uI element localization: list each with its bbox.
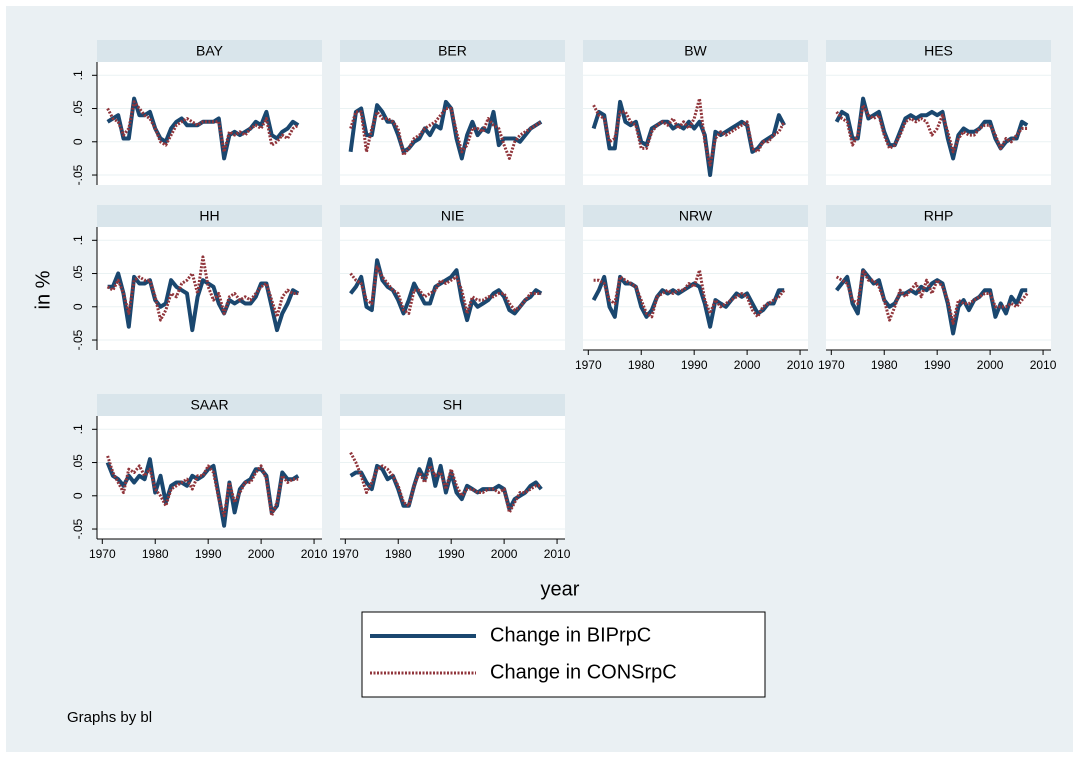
x-tick-label: 1970: [89, 547, 116, 561]
x-tick-label: 1980: [871, 358, 898, 372]
panel-title: BAY: [196, 43, 224, 59]
legend-label: Change in CONSrpC: [490, 661, 677, 683]
series-line: [349, 265, 542, 315]
x-tick-label: 1980: [385, 547, 412, 561]
series-line: [106, 100, 299, 154]
series-line: [591, 99, 786, 177]
x-tick-label: 1990: [924, 358, 951, 372]
x-tick-label: 1970: [332, 547, 359, 561]
panel-strip: [97, 205, 322, 227]
series-line: [106, 455, 299, 518]
panel-strip: [97, 40, 322, 62]
y-tick-label: -.05: [71, 164, 85, 185]
x-tick-label: 2000: [491, 547, 518, 561]
y-tick-label: 0: [71, 492, 85, 499]
y-tick-label: -.05: [71, 329, 85, 350]
panel-title: NIE: [441, 208, 464, 224]
panel-title: RHP: [924, 208, 954, 224]
panel-strip: [340, 40, 565, 62]
x-tick-label: 2010: [544, 547, 571, 561]
x-tick-label: 1990: [681, 358, 708, 372]
panel-title: NRW: [679, 208, 713, 224]
x-tick-label: 2010: [1030, 358, 1057, 372]
panel-strip: [340, 205, 565, 227]
x-tick-label: 1980: [142, 547, 169, 561]
series-line: [349, 451, 542, 514]
y-tick-label: 0: [71, 138, 85, 145]
series-line: [835, 103, 1028, 154]
y-tick-label: .1: [71, 70, 85, 80]
x-axis-label: year: [541, 578, 580, 600]
x-tick-label: 1990: [438, 547, 465, 561]
panel-strip: [583, 40, 808, 62]
y-tick-label: -.05: [71, 518, 85, 539]
x-tick-label: 1970: [575, 358, 602, 372]
legend-box: [361, 611, 766, 698]
panel-title: BW: [684, 43, 707, 59]
x-tick-label: 1990: [195, 547, 222, 561]
y-axis-label: in %: [32, 270, 54, 309]
x-tick-label: 2000: [734, 358, 761, 372]
x-tick-label: 2000: [248, 547, 275, 561]
panel-strip: [97, 394, 322, 416]
plot-area: [583, 62, 808, 185]
plot-area: [826, 62, 1051, 185]
series-line: [348, 99, 543, 161]
y-tick-label: .05: [71, 265, 85, 282]
plot-area: [340, 227, 565, 350]
series-line: [349, 258, 543, 323]
series-line: [835, 268, 1028, 336]
x-tick-label: 1970: [818, 358, 845, 372]
x-tick-label: 2010: [301, 547, 328, 561]
series-line: [106, 255, 299, 322]
panel-strip: [826, 205, 1051, 227]
series-line: [835, 268, 1029, 325]
x-tick-label: 2000: [977, 358, 1004, 372]
legend-label: Change in BIPrpC: [490, 624, 651, 646]
y-tick-label: .05: [71, 100, 85, 117]
series-line: [349, 457, 543, 512]
series-line: [107, 271, 300, 333]
y-tick-label: .05: [71, 454, 85, 471]
panel-title: SH: [443, 397, 462, 413]
plot-area: [826, 227, 1051, 350]
panel-title: BER: [438, 43, 467, 59]
y-tick-label: .1: [71, 235, 85, 245]
x-tick-label: 1980: [628, 358, 655, 372]
series-line: [591, 274, 785, 329]
panel-title: HH: [199, 208, 219, 224]
panel-title: HES: [924, 43, 953, 59]
panel-title: SAAR: [190, 397, 228, 413]
panel-strip: [583, 205, 808, 227]
y-tick-label: 0: [71, 303, 85, 310]
series-line: [349, 107, 543, 160]
panel-strip: [826, 40, 1051, 62]
series-line: [593, 268, 786, 319]
panel-strip: [340, 394, 565, 416]
y-tick-label: .1: [71, 424, 85, 434]
x-tick-label: 2010: [787, 358, 814, 372]
note: Graphs by bl: [67, 709, 152, 726]
